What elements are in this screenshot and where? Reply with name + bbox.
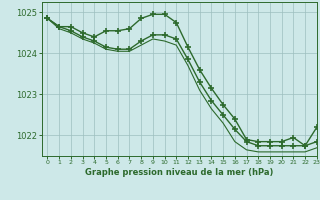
X-axis label: Graphe pression niveau de la mer (hPa): Graphe pression niveau de la mer (hPa) xyxy=(85,168,273,177)
